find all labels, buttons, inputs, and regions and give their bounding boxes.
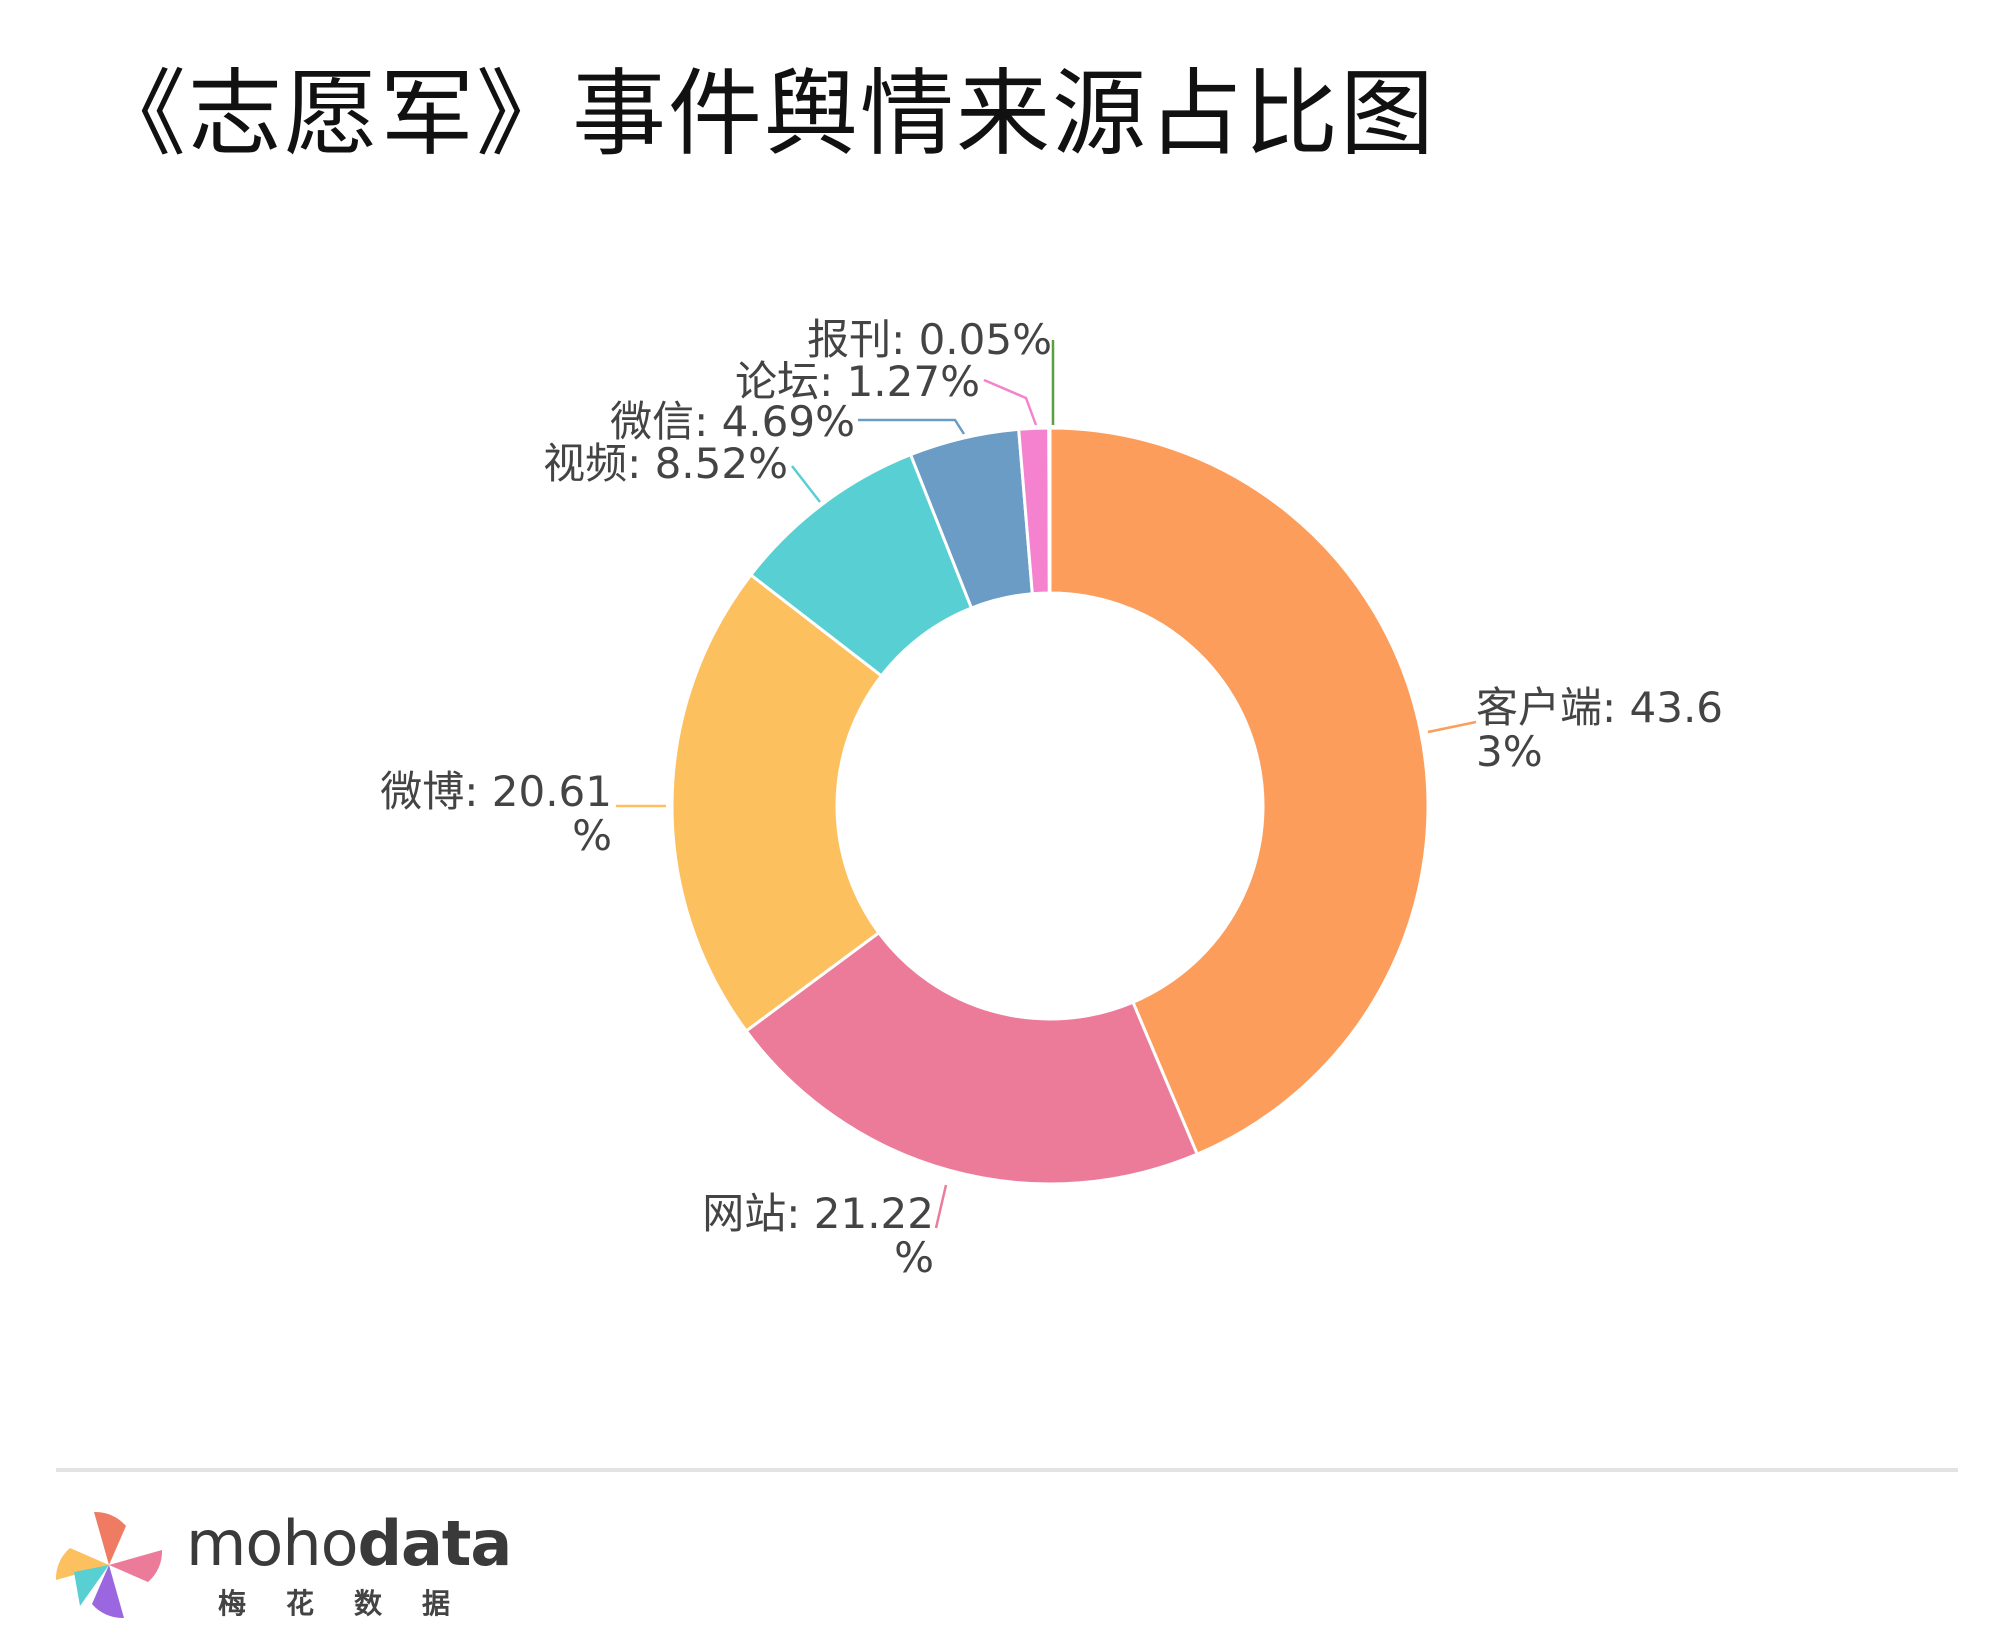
donut-slices	[670, 426, 1430, 1186]
pinwheel-logo-icon	[55, 1511, 163, 1619]
brand-subtitle: 梅花数据	[218, 1587, 491, 1620]
label-leader-lines	[616, 340, 1477, 1229]
slice-label-论坛: 论坛: 1.27%	[735, 357, 980, 406]
leader-line-客户端	[1427, 720, 1477, 734]
footer-divider	[56, 1468, 1958, 1472]
slice-label-客户端-cont: 3%	[1476, 727, 1543, 776]
slice-label-微博-cont: %	[572, 811, 612, 860]
slice-label-网站: 网站: 21.22	[702, 1189, 934, 1238]
brand-name-light: moho	[186, 1507, 359, 1580]
slice-label-网站-cont: %	[894, 1233, 934, 1282]
chart-title: 《志愿军》事件舆情来源占比图	[92, 60, 1437, 169]
leader-line-网站	[934, 1184, 948, 1229]
slice-label-微博: 微博: 20.61	[380, 767, 612, 816]
slice-微博[interactable]	[670, 572, 884, 1034]
leader-line-微信	[858, 418, 966, 435]
slice-报刊[interactable]	[1047, 426, 1052, 595]
slice-label-报刊: 报刊: 0.05%	[807, 315, 1052, 364]
leader-line-视频	[791, 465, 821, 503]
slice-labels: 客户端: 43.63%网站: 21.22%微博: 20.61%视频: 8.52%…	[380, 315, 1723, 1282]
slice-网站[interactable]	[744, 930, 1200, 1186]
brand-name-bold: data	[357, 1507, 513, 1580]
donut-chart: 客户端: 43.63%网站: 21.22%微博: 20.61%视频: 8.52%…	[380, 315, 1723, 1282]
leader-line-论坛	[983, 378, 1038, 426]
slice-客户端[interactable]	[1048, 426, 1430, 1157]
slice-label-视频: 视频: 8.52%	[543, 439, 788, 488]
brand-name: mohodata	[186, 1507, 513, 1580]
slice-label-微信: 微信: 4.69%	[610, 397, 855, 446]
slice-label-客户端: 客户端: 43.6	[1476, 683, 1723, 732]
